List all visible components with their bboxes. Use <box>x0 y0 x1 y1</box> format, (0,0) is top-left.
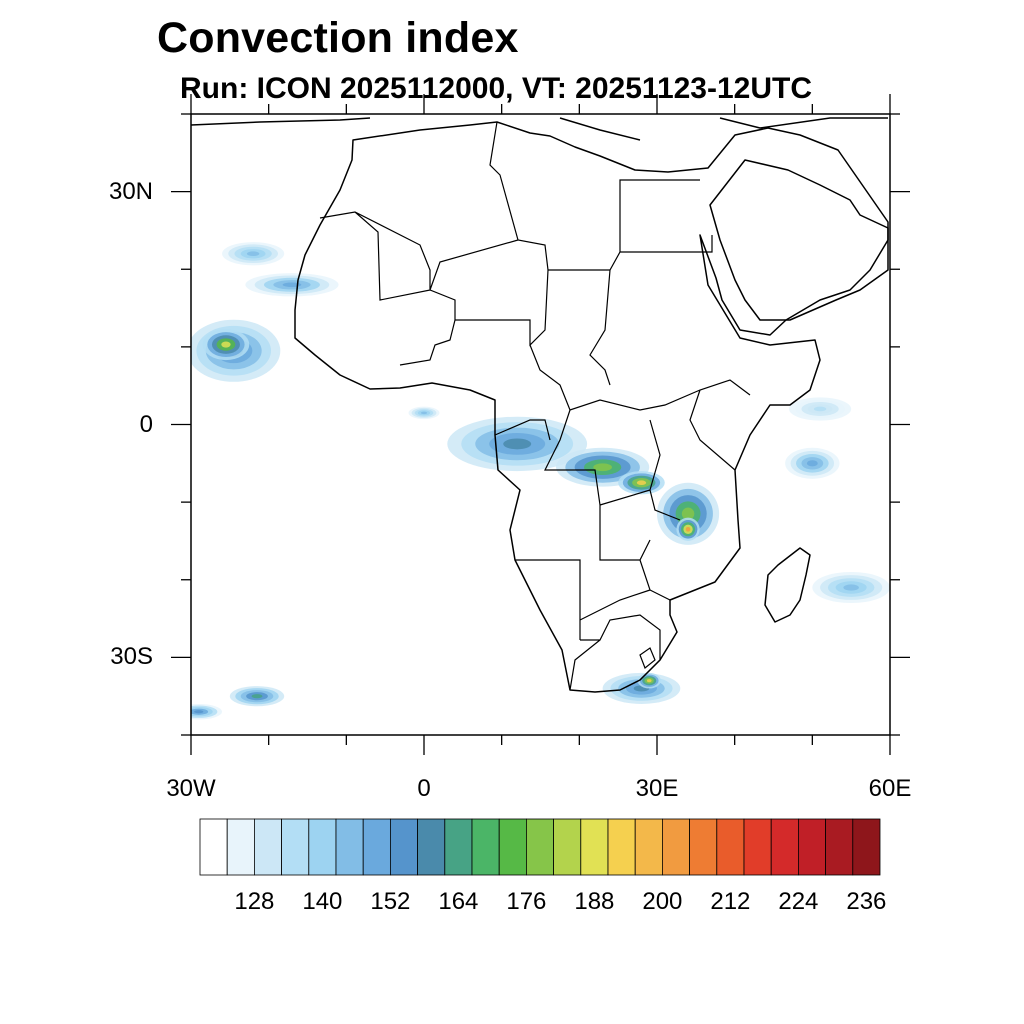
convection-cell <box>503 438 532 450</box>
colorbar-tick-label: 128 <box>234 888 275 915</box>
colorbar-segment <box>553 818 582 876</box>
colorbar-tick-label: 236 <box>846 888 887 915</box>
colorbar-segment <box>471 818 500 876</box>
convection-cell <box>685 526 691 532</box>
europe-coastline <box>191 117 888 141</box>
convection-cell <box>221 341 231 348</box>
madagascar-coastline <box>764 547 811 623</box>
colorbar-segment <box>852 818 881 876</box>
colorbar-segment <box>281 818 310 876</box>
convection-cell <box>813 406 827 412</box>
colorbar-segment <box>199 818 228 876</box>
colorbar-segment <box>580 818 609 876</box>
north-africa-borders <box>319 121 713 386</box>
map-subtitle: Run: ICON 2025112000, VT: 20251123-12UTC <box>180 72 813 105</box>
convection-cell <box>593 463 612 472</box>
colorbar-segment <box>226 818 255 876</box>
axis-ticks <box>171 94 910 755</box>
colorbar-segment <box>362 818 391 876</box>
colorbar-segment <box>335 818 364 876</box>
convection-layer <box>191 242 890 720</box>
colorbar-segment <box>308 818 337 876</box>
colorbar-tick-label: 200 <box>642 888 683 915</box>
central-africa-borders <box>494 344 751 640</box>
lat-label: 30S <box>110 643 153 671</box>
colorbar-tick-label: 164 <box>438 888 479 915</box>
colorbar-segment <box>389 818 418 876</box>
lon-label: 0 <box>417 775 431 802</box>
lat-label: 0 <box>139 410 153 438</box>
colorbar-segment <box>417 818 446 876</box>
colorbar-segment <box>444 818 473 876</box>
colorbar-segment <box>498 818 527 876</box>
colorbar-tick-label: 152 <box>370 888 411 915</box>
colorbar-segment <box>526 818 555 876</box>
convection-cell <box>251 694 263 699</box>
colorbar-segment <box>607 818 636 876</box>
coastline-layer <box>191 117 889 693</box>
convection-cell <box>194 710 204 714</box>
colorbar-segment <box>798 818 827 876</box>
colorbar-segment <box>825 818 854 876</box>
colorbar-segment <box>253 818 282 876</box>
convection-cell <box>636 480 647 486</box>
southern-africa-borders <box>569 614 661 691</box>
convection-cell <box>806 460 818 467</box>
convection-cell <box>246 251 260 257</box>
colorbar-tick-label: 140 <box>302 888 343 915</box>
country-borders <box>319 121 751 691</box>
lat-label: 30N <box>108 177 153 205</box>
colorbar-segment <box>689 818 718 876</box>
lon-label: 30W <box>166 775 216 802</box>
convection-cell <box>282 282 302 288</box>
arabia-coastline <box>709 159 889 321</box>
colorbar-tick-label: 212 <box>710 888 751 915</box>
colorbar-segment <box>716 818 745 876</box>
colorbar-segment <box>634 818 663 876</box>
map-title: Convection index <box>157 14 519 62</box>
lon-label: 60E <box>868 775 912 802</box>
convection-cell <box>843 584 859 591</box>
colorbar-segment <box>743 818 772 876</box>
convection-cell <box>646 679 652 683</box>
colorbar-segment <box>662 818 691 876</box>
colorbar-segment <box>770 818 799 876</box>
colorbar-tick-label: 224 <box>778 888 819 915</box>
colorbar <box>199 818 881 876</box>
africa-coastline <box>294 121 889 693</box>
colorbar-tick-label: 188 <box>574 888 615 915</box>
convection-cell <box>681 507 695 520</box>
colorbar-tick-label: 176 <box>506 888 547 915</box>
convection-cell <box>420 411 428 415</box>
lon-label: 30E <box>635 775 679 802</box>
